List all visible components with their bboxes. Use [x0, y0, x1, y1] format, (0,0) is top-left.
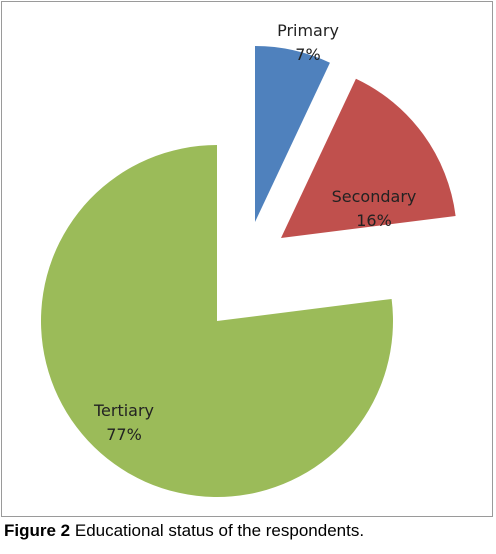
slice-value-label-primary: 7% — [295, 45, 320, 64]
slice-category-label-primary: Primary — [277, 21, 339, 40]
pie-chart: Primary 7% Secondary 16% Tertiary 77% — [40, 21, 456, 497]
slice-value-label-tertiary: 77% — [106, 425, 142, 444]
pie-labels: Primary 7% Secondary 16% Tertiary 77% — [93, 21, 416, 444]
slice-value-label-secondary: 16% — [356, 211, 392, 230]
slice-category-label-tertiary: Tertiary — [93, 401, 154, 420]
pie-slices — [40, 45, 456, 497]
figure-caption-text: Educational status of the respondents. — [74, 521, 365, 540]
figure-label: Figure 2 — [4, 521, 71, 540]
pie-slice-secondary — [281, 78, 456, 238]
pie-slice-tertiary — [40, 145, 393, 497]
pie-slice-primary — [255, 45, 330, 222]
figure-caption: Figure 2 Educational status of the respo… — [4, 521, 364, 541]
slice-category-label-secondary: Secondary — [332, 187, 417, 206]
